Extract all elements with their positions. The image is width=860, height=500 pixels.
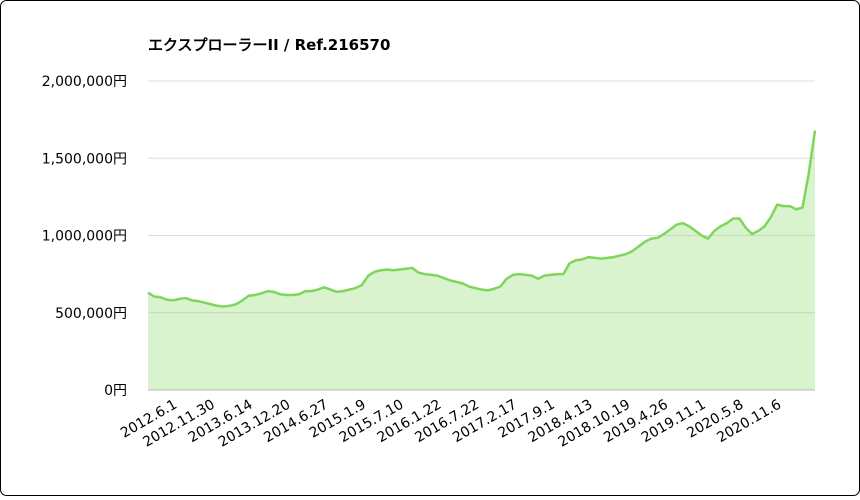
chart-title: エクスプローラーII / Ref.216570 [148, 36, 390, 54]
line [147, 130, 817, 308]
y-tick-label: 0円 [104, 383, 127, 399]
y-tick-label: 1,500,000円 [42, 151, 127, 167]
y-tick-label: 500,000円 [55, 306, 127, 322]
area-fill [148, 130, 815, 390]
y-tick-label: 1,000,000円 [42, 229, 127, 245]
y-tick-label: 2,000,000円 [42, 74, 127, 90]
